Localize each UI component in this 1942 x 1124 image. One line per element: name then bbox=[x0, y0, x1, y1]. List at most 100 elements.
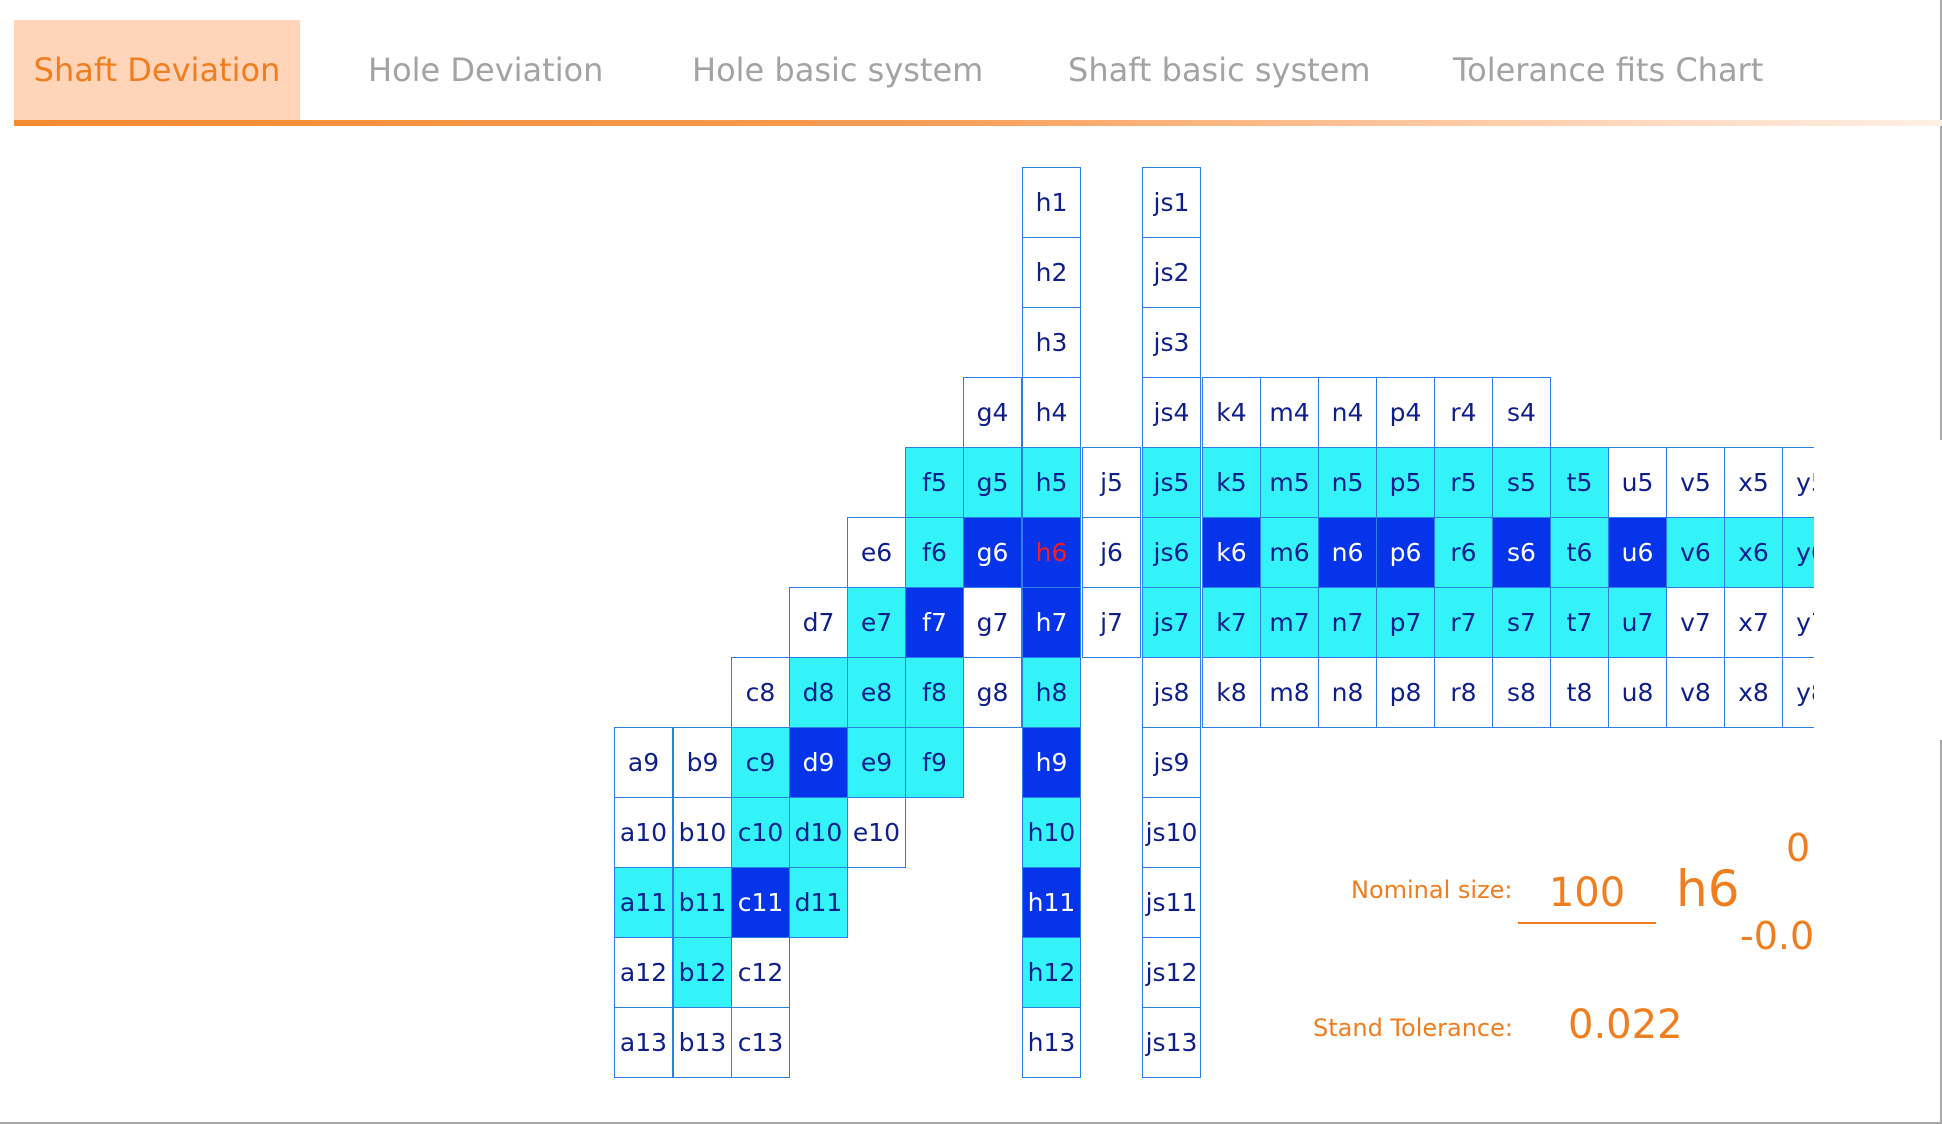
tab-hole-deviation[interactable]: Hole Deviation bbox=[368, 51, 604, 89]
tolerance-cell-h11[interactable]: h11 bbox=[1022, 867, 1081, 938]
tolerance-cell-s8[interactable]: s8 bbox=[1492, 657, 1551, 728]
tolerance-cell-js8[interactable]: js8 bbox=[1142, 657, 1201, 728]
tolerance-cell-k4[interactable]: k4 bbox=[1202, 377, 1261, 448]
tolerance-cell-a13[interactable]: a13 bbox=[614, 1007, 673, 1078]
tab-shaft-basic-system[interactable]: Shaft basic system bbox=[1068, 51, 1371, 89]
tolerance-cell-b10[interactable]: b10 bbox=[673, 797, 732, 868]
tolerance-cell-r4[interactable]: r4 bbox=[1434, 377, 1493, 448]
tolerance-cell-h9[interactable]: h9 bbox=[1022, 727, 1081, 798]
tolerance-cell-js11[interactable]: js11 bbox=[1142, 867, 1201, 938]
tolerance-cell-k8[interactable]: k8 bbox=[1202, 657, 1261, 728]
tolerance-cell-m7[interactable]: m7 bbox=[1260, 587, 1319, 658]
tolerance-cell-t7[interactable]: t7 bbox=[1550, 587, 1609, 658]
tolerance-cell-h1[interactable]: h1 bbox=[1022, 167, 1081, 238]
tolerance-cell-m8[interactable]: m8 bbox=[1260, 657, 1319, 728]
tolerance-cell-c13[interactable]: c13 bbox=[731, 1007, 790, 1078]
tolerance-cell-n7[interactable]: n7 bbox=[1318, 587, 1377, 658]
tolerance-cell-b9[interactable]: b9 bbox=[673, 727, 732, 798]
tolerance-cell-r7[interactable]: r7 bbox=[1434, 587, 1493, 658]
tolerance-cell-e9[interactable]: e9 bbox=[847, 727, 906, 798]
tolerance-cell-a10[interactable]: a10 bbox=[614, 797, 673, 868]
tolerance-cell-h7[interactable]: h7 bbox=[1022, 587, 1081, 658]
tolerance-cell-h10[interactable]: h10 bbox=[1022, 797, 1081, 868]
tolerance-cell-v8[interactable]: v8 bbox=[1666, 657, 1725, 728]
tolerance-cell-b12[interactable]: b12 bbox=[673, 937, 732, 1008]
tolerance-cell-s4[interactable]: s4 bbox=[1492, 377, 1551, 448]
tolerance-cell-t5[interactable]: t5 bbox=[1550, 447, 1609, 518]
tolerance-cell-c10[interactable]: c10 bbox=[731, 797, 790, 868]
tolerance-cell-j7[interactable]: j7 bbox=[1082, 587, 1141, 658]
tolerance-cell-js13[interactable]: js13 bbox=[1142, 1007, 1201, 1078]
tolerance-cell-h5[interactable]: h5 bbox=[1022, 447, 1081, 518]
tolerance-cell-r5[interactable]: r5 bbox=[1434, 447, 1493, 518]
tolerance-cell-k5[interactable]: k5 bbox=[1202, 447, 1261, 518]
tolerance-cell-js10[interactable]: js10 bbox=[1142, 797, 1201, 868]
tolerance-cell-v7[interactable]: v7 bbox=[1666, 587, 1725, 658]
tolerance-cell-g6[interactable]: g6 bbox=[963, 517, 1022, 588]
tolerance-cell-a12[interactable]: a12 bbox=[614, 937, 673, 1008]
tolerance-cell-g4[interactable]: g4 bbox=[963, 377, 1022, 448]
tolerance-cell-j5[interactable]: j5 bbox=[1082, 447, 1141, 518]
tolerance-cell-h2[interactable]: h2 bbox=[1022, 237, 1081, 308]
tolerance-cell-g7[interactable]: g7 bbox=[963, 587, 1022, 658]
tolerance-cell-h6[interactable]: h6 bbox=[1022, 517, 1081, 588]
tolerance-cell-s7[interactable]: s7 bbox=[1492, 587, 1551, 658]
tolerance-cell-f6[interactable]: f6 bbox=[905, 517, 964, 588]
tolerance-cell-h13[interactable]: h13 bbox=[1022, 1007, 1081, 1078]
tolerance-cell-p7[interactable]: p7 bbox=[1376, 587, 1435, 658]
tolerance-cell-x5[interactable]: x5 bbox=[1724, 447, 1783, 518]
tolerance-cell-d9[interactable]: d9 bbox=[789, 727, 848, 798]
tolerance-cell-e8[interactable]: e8 bbox=[847, 657, 906, 728]
tolerance-cell-js9[interactable]: js9 bbox=[1142, 727, 1201, 798]
tolerance-cell-f9[interactable]: f9 bbox=[905, 727, 964, 798]
tolerance-cell-f5[interactable]: f5 bbox=[905, 447, 964, 518]
tolerance-cell-js7[interactable]: js7 bbox=[1142, 587, 1201, 658]
tolerance-cell-c11[interactable]: c11 bbox=[731, 867, 790, 938]
tolerance-cell-u8[interactable]: u8 bbox=[1608, 657, 1667, 728]
tolerance-cell-u7[interactable]: u7 bbox=[1608, 587, 1667, 658]
tolerance-cell-js4[interactable]: js4 bbox=[1142, 377, 1201, 448]
tab-hole-basic-system[interactable]: Hole basic system bbox=[692, 51, 984, 89]
tolerance-cell-js3[interactable]: js3 bbox=[1142, 307, 1201, 378]
tolerance-cell-x6[interactable]: x6 bbox=[1724, 517, 1783, 588]
tolerance-cell-d10[interactable]: d10 bbox=[789, 797, 848, 868]
tolerance-cell-t8[interactable]: t8 bbox=[1550, 657, 1609, 728]
tolerance-cell-g5[interactable]: g5 bbox=[963, 447, 1022, 518]
tolerance-cell-g8[interactable]: g8 bbox=[963, 657, 1022, 728]
tolerance-cell-n4[interactable]: n4 bbox=[1318, 377, 1377, 448]
tolerance-cell-h3[interactable]: h3 bbox=[1022, 307, 1081, 378]
tolerance-cell-js5[interactable]: js5 bbox=[1142, 447, 1201, 518]
tolerance-cell-p8[interactable]: p8 bbox=[1376, 657, 1435, 728]
tolerance-cell-s5[interactable]: s5 bbox=[1492, 447, 1551, 518]
tolerance-cell-k7[interactable]: k7 bbox=[1202, 587, 1261, 658]
tab-shaft-deviation[interactable]: Shaft Deviation bbox=[14, 20, 300, 120]
tolerance-cell-n8[interactable]: n8 bbox=[1318, 657, 1377, 728]
tolerance-cell-p4[interactable]: p4 bbox=[1376, 377, 1435, 448]
tolerance-cell-k6[interactable]: k6 bbox=[1202, 517, 1261, 588]
tolerance-cell-c9[interactable]: c9 bbox=[731, 727, 790, 798]
tolerance-cell-p6[interactable]: p6 bbox=[1376, 517, 1435, 588]
tolerance-cell-h4[interactable]: h4 bbox=[1022, 377, 1081, 448]
tolerance-cell-js12[interactable]: js12 bbox=[1142, 937, 1201, 1008]
tolerance-cell-m6[interactable]: m6 bbox=[1260, 517, 1319, 588]
tolerance-cell-n6[interactable]: n6 bbox=[1318, 517, 1377, 588]
tolerance-cell-d8[interactable]: d8 bbox=[789, 657, 848, 728]
tolerance-cell-u5[interactable]: u5 bbox=[1608, 447, 1667, 518]
tolerance-cell-m5[interactable]: m5 bbox=[1260, 447, 1319, 518]
tolerance-cell-v5[interactable]: v5 bbox=[1666, 447, 1725, 518]
nominal-size-input[interactable] bbox=[1518, 864, 1656, 924]
tolerance-cell-e7[interactable]: e7 bbox=[847, 587, 906, 658]
tolerance-cell-v6[interactable]: v6 bbox=[1666, 517, 1725, 588]
tolerance-cell-b11[interactable]: b11 bbox=[673, 867, 732, 938]
tolerance-cell-a11[interactable]: a11 bbox=[614, 867, 673, 938]
tolerance-cell-c8[interactable]: c8 bbox=[731, 657, 790, 728]
tolerance-cell-h12[interactable]: h12 bbox=[1022, 937, 1081, 1008]
tolerance-cell-e6[interactable]: e6 bbox=[847, 517, 906, 588]
tab-tolerance-fits-chart[interactable]: Tolerance fits Chart bbox=[1453, 51, 1764, 89]
tolerance-cell-s6[interactable]: s6 bbox=[1492, 517, 1551, 588]
tolerance-cell-js1[interactable]: js1 bbox=[1142, 167, 1201, 238]
tolerance-cell-js2[interactable]: js2 bbox=[1142, 237, 1201, 308]
tolerance-cell-x8[interactable]: x8 bbox=[1724, 657, 1783, 728]
tolerance-cell-u6[interactable]: u6 bbox=[1608, 517, 1667, 588]
tolerance-cell-f7[interactable]: f7 bbox=[905, 587, 964, 658]
